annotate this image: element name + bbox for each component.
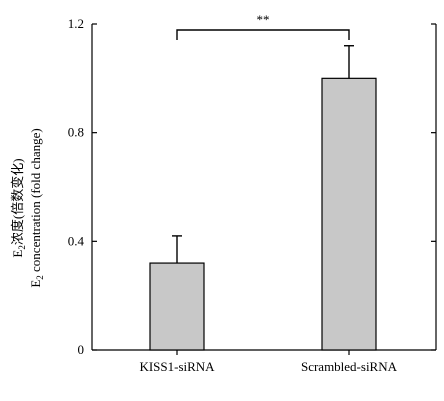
significance-label: ** [257, 12, 270, 27]
y-axis-label-en: E2 concentration (fold change) [28, 128, 45, 287]
y-tick-label: 1.2 [68, 16, 84, 31]
bar [149, 262, 205, 351]
y-tick-label: 0 [78, 342, 85, 357]
x-tick-label: Scrambled-siRNA [301, 359, 398, 374]
y-axis-label-cn: E2浓度(倍数变化) [10, 158, 27, 257]
significance-bracket [176, 29, 350, 40]
bar [321, 77, 377, 351]
x-tick-label: KISS1-siRNA [139, 359, 215, 374]
plot-area: 0 0.4 0.8 1.2 KISS1-siRNA Scrambled-siRNA ** [68, 12, 437, 374]
y-axis-label: E2浓度(倍数变化) E2 concentration (fold change… [10, 128, 45, 287]
y-tick-label: 0.8 [68, 125, 84, 140]
y-tick-label: 0.4 [68, 233, 85, 248]
